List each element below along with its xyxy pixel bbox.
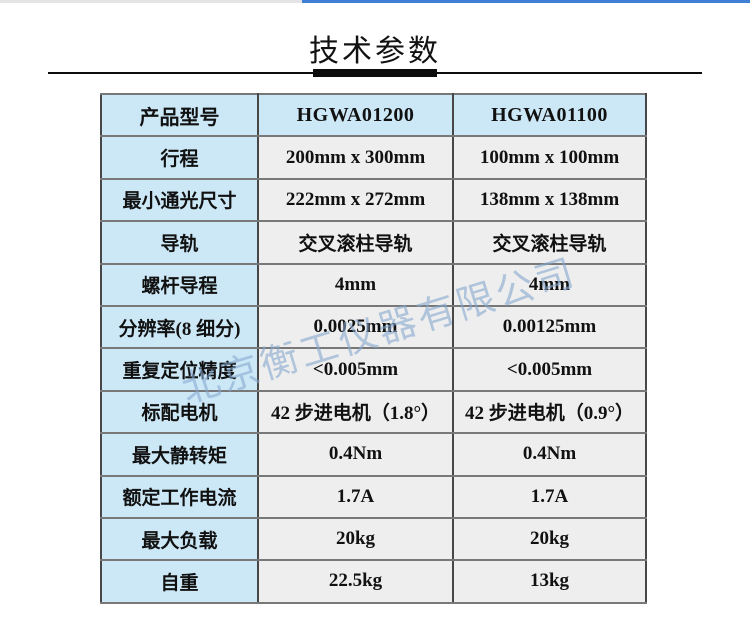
- spec-label-cell: 自重: [100, 559, 259, 604]
- spec-value-cell: 0.00125mm: [452, 304, 647, 350]
- spec-value-cell: 42 步进电机（0.9°）: [452, 389, 647, 435]
- spec-label-cell: 行程: [100, 135, 259, 180]
- spec-header-label-cell: 产品型号: [100, 92, 259, 138]
- spec-value-cell: 4mm: [257, 262, 454, 307]
- spec-value-cell: 4mm: [452, 262, 647, 307]
- top-progress-strip: [0, 0, 750, 3]
- spec-value-cell: 交叉滚柱导轨: [257, 220, 454, 265]
- spec-value-cell: 1.7A: [257, 474, 454, 519]
- spec-label-cell: 重复定位精度: [100, 347, 259, 392]
- spec-value-cell: 0.4Nm: [257, 432, 454, 477]
- spec-value-cell: <0.005mm: [452, 347, 647, 392]
- spec-label-cell: 最大负载: [100, 516, 259, 562]
- spec-value-cell: 20kg: [257, 516, 454, 562]
- spec-value-cell: 13kg: [452, 559, 647, 604]
- spec-value-cell: 0.4Nm: [452, 432, 647, 477]
- spec-label-cell: 标配电机: [100, 389, 259, 435]
- spec-value-cell: 1.7A: [452, 474, 647, 519]
- table-row: 自重 22.5kg 13kg: [100, 559, 647, 604]
- spec-label-cell: 分辨率(8 细分): [100, 304, 259, 350]
- spec-value-cell: 42 步进电机（1.8°）: [257, 389, 454, 435]
- spec-value-cell: 222mm x 272mm: [257, 177, 454, 223]
- table-row: 分辨率(8 细分) 0.0025mm 0.00125mm: [100, 304, 647, 350]
- page-title: 技术参数: [309, 35, 441, 68]
- table-row: 最大负载 20kg 20kg: [100, 516, 647, 562]
- spec-table-body: 行程 200mm x 300mm 100mm x 100mm 最小通光尺寸 222mm …: [100, 135, 647, 604]
- spec-value-cell: 100mm x 100mm: [452, 135, 647, 180]
- spec-value-cell: 22.5kg: [257, 559, 454, 604]
- spec-table: 产品型号 HGWA01200 HGWA01100 行程 200mm x 300mm…: [100, 92, 647, 604]
- table-row: 导轨 交叉滚柱导轨 交叉滚柱导轨: [100, 220, 647, 265]
- table-row: 标配电机 42 步进电机（1.8°） 42 步进电机（0.9°）: [100, 389, 647, 435]
- spec-label-cell: 最小通光尺寸: [100, 177, 259, 223]
- spec-label-cell: 最大静转矩: [100, 432, 259, 477]
- table-header-row: 产品型号 HGWA01200 HGWA01100: [100, 92, 647, 138]
- table-row: 螺杆导程 4mm 4mm: [100, 262, 647, 307]
- table-row: 最大静转矩 0.4Nm 0.4Nm: [100, 432, 647, 477]
- table-row: 额定工作电流 1.7A 1.7A: [100, 474, 647, 519]
- spec-value-cell: 20kg: [452, 516, 647, 562]
- table-row: 重复定位精度 <0.005mm <0.005mm: [100, 347, 647, 392]
- spec-value-cell: 200mm x 300mm: [257, 135, 454, 180]
- spec-header-model-cell: HGWA01200: [257, 92, 454, 138]
- spec-label-cell: 导轨: [100, 220, 259, 265]
- spec-header-model-cell: HGWA01100: [452, 92, 647, 138]
- spec-value-cell: 138mm x 138mm: [452, 177, 647, 223]
- top-strip-blue-segment: [302, 0, 750, 3]
- title-underline-bar: [313, 69, 437, 77]
- spec-label-cell: 额定工作电流: [100, 474, 259, 519]
- table-row: 行程 200mm x 300mm 100mm x 100mm: [100, 135, 647, 180]
- top-strip-gray-segment: [0, 0, 302, 3]
- table-row: 最小通光尺寸 222mm x 272mm 138mm x 138mm: [100, 177, 647, 223]
- spec-value-cell: 0.0025mm: [257, 304, 454, 350]
- spec-value-cell: 交叉滚柱导轨: [452, 220, 647, 265]
- spec-value-cell: <0.005mm: [257, 347, 454, 392]
- spec-label-cell: 螺杆导程: [100, 262, 259, 307]
